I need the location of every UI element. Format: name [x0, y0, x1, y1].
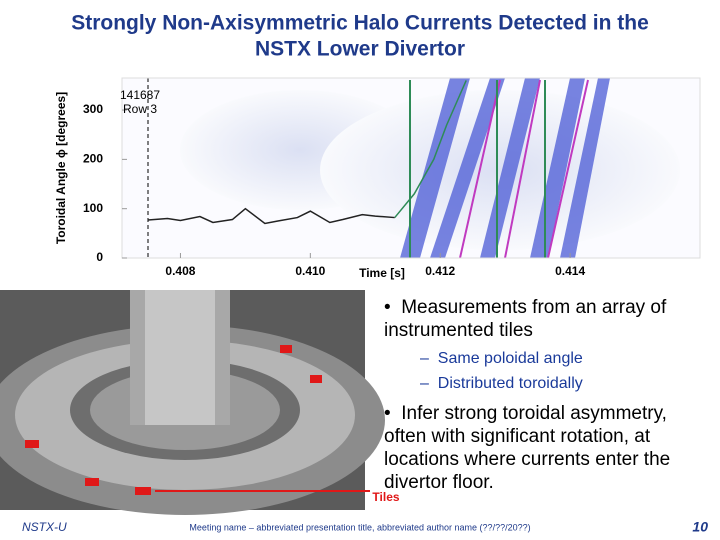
title-line: NSTX Lower Divertor [255, 38, 465, 61]
contour-background [122, 78, 700, 259]
bullet: • Measurements from an array of instrume… [384, 297, 667, 341]
sub-bullet-text: Distributed toroidally [437, 375, 583, 392]
y-tick-label: 0 [96, 250, 103, 264]
bullet-text: Measurements from an array of instrument… [384, 297, 667, 341]
sub-bullet-text: Same poloidal angle [437, 350, 583, 367]
annotation: Row 3 [123, 102, 157, 116]
bullet-text: Infer strong toroidal asymmetry, often w… [384, 403, 671, 493]
y-axis-label: Toroidal Angle ϕ [degrees] [54, 92, 68, 244]
y-tick-label: 200 [83, 152, 103, 166]
x-tick-label: 0.410 [295, 264, 325, 278]
x-axis-label: Time [s] [359, 266, 405, 280]
sub-bullet: – Distributed toroidally [420, 375, 583, 392]
plot-frame [121, 77, 701, 259]
x-tick-label: 0.414 [555, 264, 585, 278]
bullet: • Infer strong toroidal asymmetry, often… [384, 403, 671, 493]
page-number: 10 [692, 519, 708, 535]
photo-label: Tiles [372, 490, 399, 504]
y-tick-label: 300 [83, 102, 103, 116]
x-tick-label: 0.408 [165, 264, 195, 278]
annotation: 141687 [120, 88, 160, 102]
footer-text: Meeting name – abbreviated presentation … [189, 522, 530, 532]
photo [0, 290, 385, 515]
logo: NSTX-U [22, 520, 67, 534]
title: Strongly Non-Axisymmetric Halo Currents … [71, 12, 649, 35]
data-line [147, 207, 395, 225]
chart: 0 100 200 300 0.408 0.410 0.412 0.414 [83, 77, 701, 278]
data-line [394, 80, 467, 219]
y-tick-label: 100 [83, 201, 103, 215]
x-tick-label: 0.412 [425, 264, 455, 278]
sub-bullet: – Same poloidal angle [420, 350, 583, 367]
